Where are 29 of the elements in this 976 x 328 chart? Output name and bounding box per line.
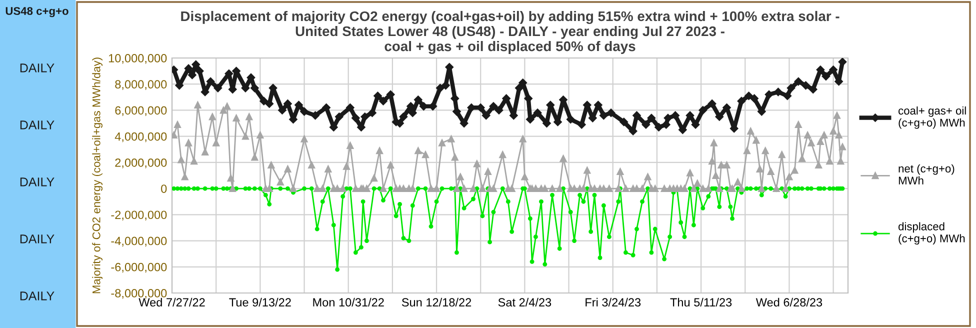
y-tick-label: 6,000,000 (115, 106, 167, 116)
legend-label: coal+ gas+ oil (c+g+o) MWh (898, 106, 966, 129)
text: DAILY (20, 292, 54, 300)
x-tick-label: Tue 9/13/22 (229, 298, 291, 307)
x-tick-label: Wed 7/27/22 (138, 298, 205, 307)
y-tick-label: 10,000,000 (108, 54, 167, 64)
y-tick-label: -8,000,000 (111, 289, 167, 299)
legend-label: displaced (c+g+o) MWh (898, 222, 965, 245)
text: DAILY (20, 234, 54, 244)
y-tick-label: 0 (161, 184, 167, 193)
y-tick-label: 2,000,000 (115, 158, 167, 168)
y-tick-label: -2,000,000 (111, 210, 167, 220)
y-tick-label: 8,000,000 (115, 80, 167, 90)
legend-label: net (c+g+o) MWh (898, 164, 954, 184)
x-tick-label: Fri 3/24/23 (586, 298, 641, 307)
text: DAILY (20, 64, 54, 72)
x-tick-label: Sat 2/4/23 (498, 298, 552, 307)
y-tick-label: -6,000,000 (111, 262, 167, 273)
text: DAILY (20, 120, 54, 130)
text: DAILY (20, 178, 54, 186)
y-tick-label: 4,000,000 (114, 132, 167, 142)
y-axis-title: Majority of CO2 energy (coal+oil+gas MWh/day) (92, 58, 103, 294)
x-tick-label: Sun 12/18/22 (402, 298, 472, 307)
text: US48 c+g+o (6, 7, 68, 18)
chart-title: Displacement of majority CO2 energy (coal+gas+oil) by adding 515% extra wind + 100% extra solar - United States Lower 48 (US48) - DAILY - year ending Jul 27 2023 - coal + gas + oil displaced 50% of days (181, 10, 840, 54)
x-tick-label: Thu 5/11/23 (670, 298, 732, 307)
x-tick-label: Mon 10/31/22 (313, 298, 384, 307)
y-tick-label: -4,000,000 (111, 236, 167, 247)
x-tick-label: Wed 6/28/23 (756, 298, 822, 307)
